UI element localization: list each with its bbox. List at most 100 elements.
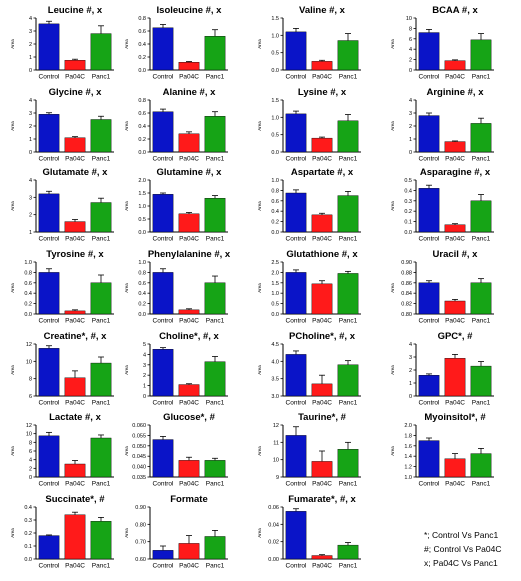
- bar-pa04c: [311, 61, 333, 71]
- y-tick-label: 0.6: [138, 29, 146, 35]
- chart-asparagine: Asparagine #, x Area 0.0 0.1 0.2 0.3 0.4 0.5 Con…: [390, 167, 494, 243]
- y-tick-label: 0.2: [404, 209, 412, 215]
- y-tick-label: 2.0: [404, 423, 412, 429]
- y-axis-label: Area: [10, 201, 15, 211]
- x-tick-label: Pa04C: [65, 400, 85, 407]
- y-tick-label: 0.0: [24, 312, 32, 318]
- y-tick-label: 4: [409, 47, 412, 53]
- y-tick-label: 1.5: [271, 281, 279, 287]
- x-tick-label: Control: [153, 156, 175, 163]
- bar-panc1: [337, 364, 359, 397]
- bar-control: [285, 511, 307, 560]
- y-tick-label: 4: [29, 16, 32, 22]
- y-tick-label: 0: [29, 475, 32, 481]
- chart-lactate: Lactate #, x Area 0 2 4 6 8 10 12 Control Pa04C Pan…: [10, 412, 114, 488]
- bar-panc1: [470, 123, 492, 153]
- bar-control: [152, 550, 174, 560]
- y-tick-label: 2: [29, 466, 32, 472]
- bar-panc1: [470, 200, 492, 233]
- x-tick-label: Panc1: [472, 481, 491, 488]
- chart-glutathione: Glutathione #, x Area 0.0 0.5 1.0 1.5 2.0 2.5 Co…: [257, 249, 361, 325]
- bar-panc1: [90, 202, 112, 233]
- x-tick-label: Panc1: [92, 400, 111, 407]
- chart-aspartate: Aspartate #, x Area 0.0 0.2 0.4 0.6 0.8 1.0 Cont…: [257, 167, 361, 243]
- y-axis-label: Area: [257, 39, 262, 49]
- y-tick-label: 0.6: [271, 199, 279, 205]
- y-tick-label: 1.0: [271, 178, 279, 184]
- x-tick-label: Pa04C: [65, 156, 85, 163]
- x-tick-label: Control: [419, 236, 441, 243]
- bar-control: [152, 111, 174, 153]
- x-tick-label: Panc1: [472, 156, 491, 163]
- bar-panc1: [337, 273, 359, 315]
- y-tick-label: 0.8: [138, 270, 146, 276]
- bar-control: [285, 31, 307, 71]
- chart-phenylalanine: Phenylalanine #, x Area 0.0 0.2 0.4 0.6 0.8 1.0…: [124, 249, 231, 325]
- y-tick-label: 2: [409, 368, 412, 374]
- y-tick-label: 0.84: [401, 291, 412, 297]
- x-tick-label: Panc1: [206, 74, 225, 81]
- bar-pa04c: [311, 137, 333, 153]
- x-tick-label: Pa04C: [179, 236, 199, 243]
- x-tick-label: Pa04C: [445, 236, 465, 243]
- x-tick-label: Control: [39, 74, 61, 81]
- x-tick-label: Control: [153, 563, 175, 570]
- y-tick-label: 1.8: [404, 433, 412, 439]
- x-tick-label: Panc1: [472, 318, 491, 325]
- y-tick-label: 0.2: [138, 137, 146, 143]
- bar-pa04c: [311, 383, 333, 397]
- bar-control: [285, 113, 307, 153]
- x-tick-label: Pa04C: [312, 156, 332, 163]
- y-axis-label: Area: [390, 446, 395, 456]
- chart-title: BCAA #, x: [432, 5, 478, 16]
- chart-title: Isoleucine #, x: [157, 5, 223, 16]
- y-tick-label: 6: [29, 449, 32, 455]
- chart-tyrosine: Tyrosine #, x Area 0.0 0.2 0.4 0.6 0.8 1.0 Contr…: [10, 249, 114, 325]
- chart-choline: Choline*, #, x Area 0 1 2 3 4 5 Control Pa04C Panc…: [124, 331, 228, 407]
- y-tick-label: 0.0: [138, 312, 146, 318]
- bar-pa04c: [444, 458, 466, 478]
- y-tick-label: 0.4: [24, 291, 32, 297]
- x-tick-label: Control: [39, 400, 61, 407]
- x-tick-label: Pa04C: [179, 74, 199, 81]
- chart-title: Glutathione #, x: [286, 249, 358, 260]
- chart-glutamate: Glutamate #, x Area 1 2 3 4 Control Pa04C Panc1: [10, 167, 114, 243]
- chart-gpc: GPC*, # Area 0 1 2 3 4 Control Pa04C Panc1: [390, 331, 494, 407]
- bar-pa04c: [64, 514, 86, 560]
- y-tick-label: 4.0: [271, 359, 279, 365]
- y-tick-label: 4: [143, 352, 146, 358]
- bar-pa04c: [311, 214, 333, 233]
- y-tick-label: 1.0: [271, 291, 279, 297]
- y-tick-label: 2: [29, 213, 32, 219]
- chart-title: PCholine*, #, x: [289, 331, 356, 342]
- chart-title: Asparagine #, x: [420, 167, 491, 178]
- bar-control: [418, 32, 440, 71]
- x-tick-label: Control: [153, 74, 175, 81]
- x-tick-label: Control: [286, 481, 308, 488]
- chart-formate: Formate Area 0.60 0.70 0.80 0.90 Control Pa04C P…: [124, 494, 228, 570]
- y-axis-label: Area: [390, 201, 395, 211]
- y-axis-label: Area: [124, 121, 129, 131]
- y-tick-label: 1.5: [271, 16, 279, 22]
- legend-line-control-vs-panc1: *; Control Vs Panc1: [424, 530, 499, 540]
- y-tick-label: 4: [29, 178, 32, 184]
- bar-control: [285, 272, 307, 315]
- y-tick-label: 3: [143, 363, 146, 369]
- y-axis-label: Area: [390, 283, 395, 293]
- x-tick-label: Panc1: [339, 156, 358, 163]
- x-tick-label: Panc1: [339, 400, 358, 407]
- y-tick-label: 4: [29, 98, 32, 104]
- y-axis-label: Area: [124, 446, 129, 456]
- x-tick-label: Pa04C: [179, 318, 199, 325]
- bar-pa04c: [444, 300, 466, 315]
- chart-succinate: Succinate*, # Area 0.0 0.1 0.2 0.3 0.4 Control P…: [10, 494, 114, 570]
- bar-control: [285, 354, 307, 397]
- y-tick-label: 1.0: [404, 475, 412, 481]
- y-tick-label: 9: [276, 475, 279, 481]
- bar-panc1: [204, 361, 226, 397]
- y-tick-label: 3.0: [271, 394, 279, 400]
- y-tick-label: 1: [29, 230, 32, 236]
- y-tick-label: 0.0: [138, 68, 146, 74]
- y-tick-label: 0.2: [24, 302, 32, 308]
- y-tick-label: 0.0: [271, 150, 279, 156]
